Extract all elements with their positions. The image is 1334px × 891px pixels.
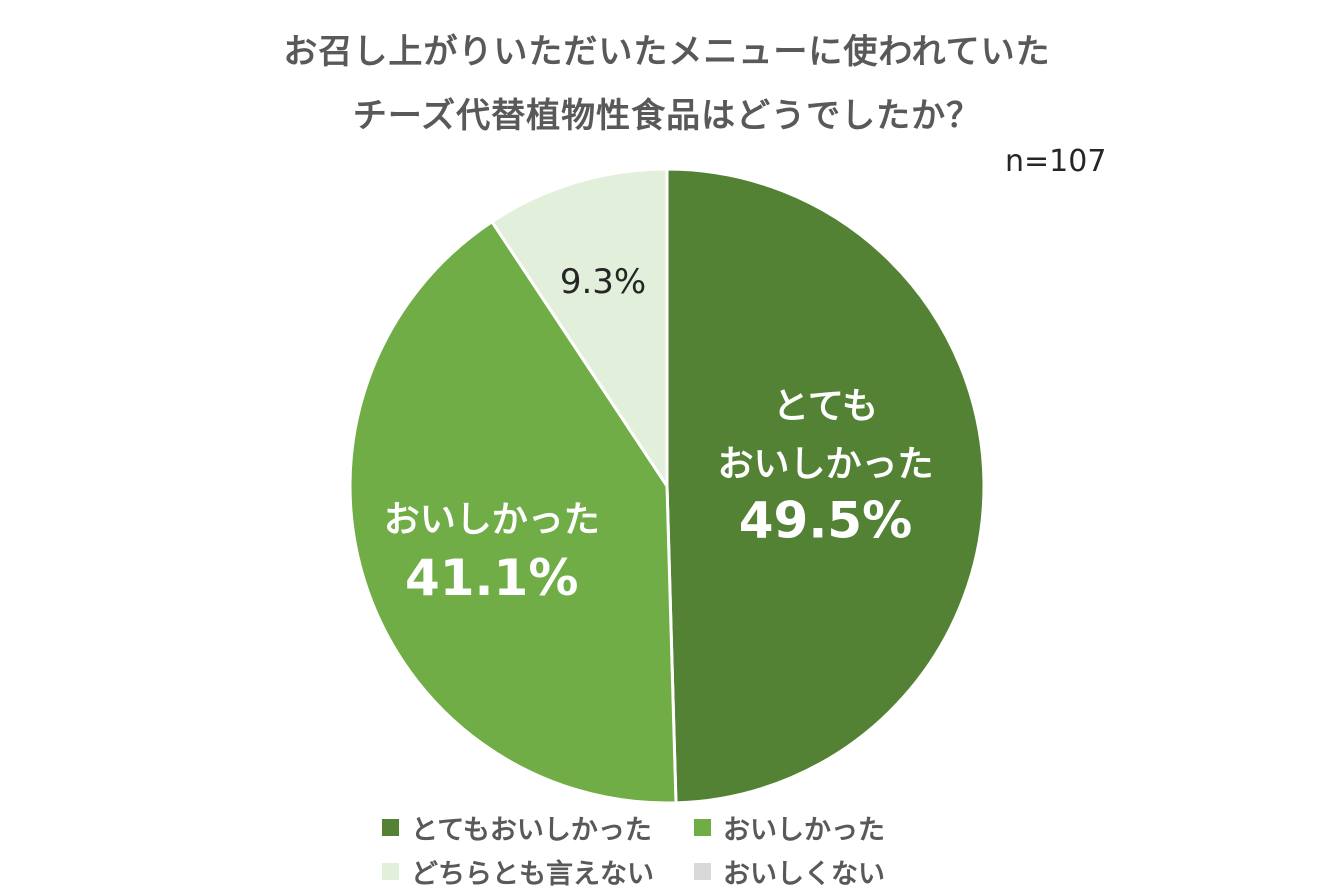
legend-item-very-tasty: とてもおいしかった <box>382 808 652 847</box>
legend-label-very-tasty: とてもおいしかった <box>411 815 652 846</box>
data-label-very-tasty: とてもおいしかった 49.5% <box>717 386 933 550</box>
chart-title-line-1: お召し上がりいただいたメニューに使われていた <box>283 32 1051 72</box>
data-label-very-tasty-line-3: 49.5% <box>739 491 912 549</box>
legend-swatch-not-tasty <box>694 863 711 880</box>
pie-slice-tasty <box>348 219 678 805</box>
legend-label-neutral: どちらとも言えない <box>411 859 654 890</box>
data-label-very-tasty-line-1: とても <box>773 386 878 427</box>
data-label-tasty: おいしかった 41.1% <box>384 499 600 607</box>
pie-slice-neutral <box>489 167 669 491</box>
legend-swatch-neutral <box>382 863 399 880</box>
legend-label-not-tasty: おいしくない <box>723 859 885 890</box>
sample-size-label: n=107 <box>1005 144 1107 179</box>
legend-item-not-tasty: おいしくない <box>694 852 885 891</box>
legend-item-neutral: どちらとも言えない <box>382 852 654 891</box>
data-label-neutral-line-1: 9.3% <box>560 262 646 302</box>
chart-title-line-2: チーズ代替植物性食品はどうでしたか？ <box>352 96 982 136</box>
legend-label-tasty: おいしかった <box>723 815 885 846</box>
data-label-neutral: 9.3% <box>560 262 646 302</box>
data-label-tasty-line-2: 41.1% <box>405 549 578 607</box>
data-label-tasty-line-1: おいしかった <box>384 499 600 540</box>
legend-swatch-tasty <box>694 819 711 836</box>
legend-item-tasty: おいしかった <box>694 808 885 847</box>
data-label-very-tasty-line-2: おいしかった <box>717 444 933 485</box>
pie-slice-very-tasty <box>665 167 986 805</box>
legend-swatch-very-tasty <box>382 819 399 836</box>
